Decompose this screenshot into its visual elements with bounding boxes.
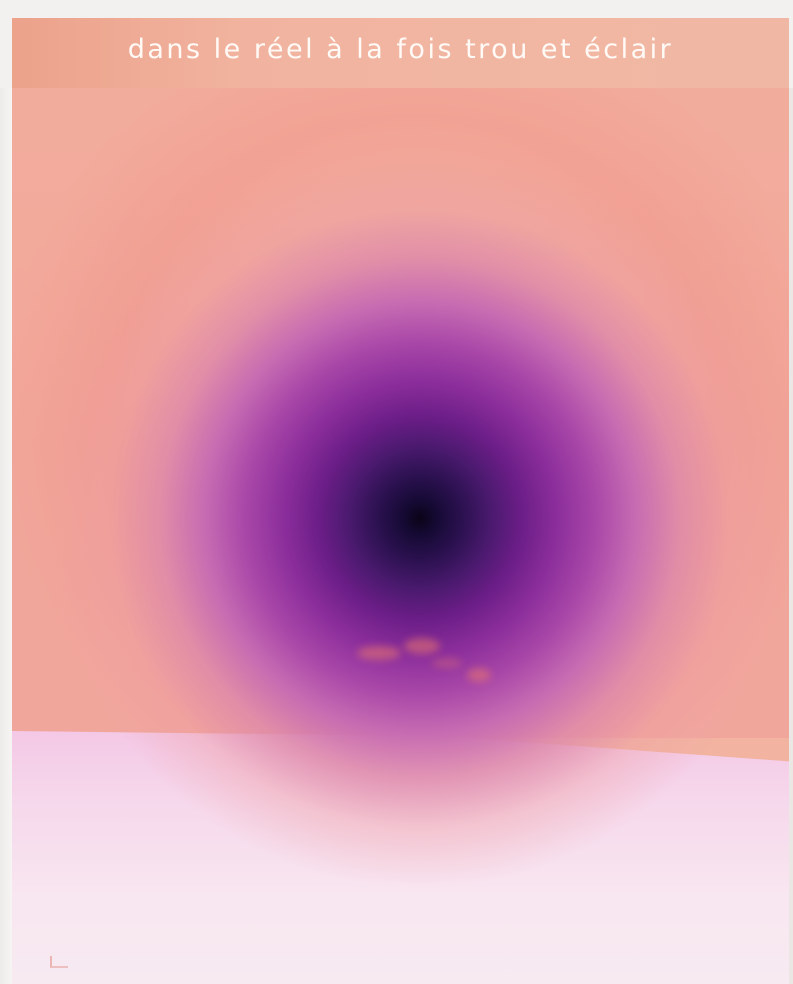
paint-smudge xyxy=(357,646,401,660)
left-frame-edge xyxy=(0,88,12,984)
corner-mark xyxy=(50,956,68,968)
paint-smudge xyxy=(467,668,491,682)
paint-smudge xyxy=(404,638,440,654)
top-band xyxy=(12,18,789,88)
right-frame-edge xyxy=(789,88,793,984)
artwork-title: dans le réel à la fois trou et éclair xyxy=(127,34,674,65)
paint-smudge xyxy=(432,658,462,668)
artwork: dans le réel à la fois trou et éclair xyxy=(12,18,789,984)
dark-radial-orb xyxy=(50,148,789,888)
